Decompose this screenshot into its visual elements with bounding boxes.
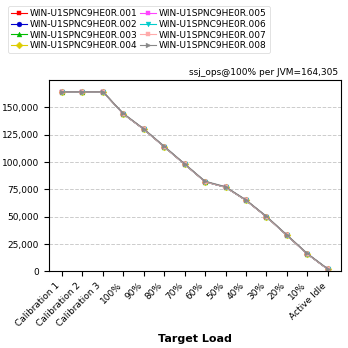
X-axis label: Target Load: Target Load [158,334,232,344]
Legend: WIN-U1SPNC9HE0R.001, WIN-U1SPNC9HE0R.002, WIN-U1SPNC9HE0R.003, WIN-U1SPNC9HE0R.0: WIN-U1SPNC9HE0R.001, WIN-U1SPNC9HE0R.002… [8,6,270,53]
Text: ssj_ops@100% per JVM=164,305: ssj_ops@100% per JVM=164,305 [189,68,338,77]
